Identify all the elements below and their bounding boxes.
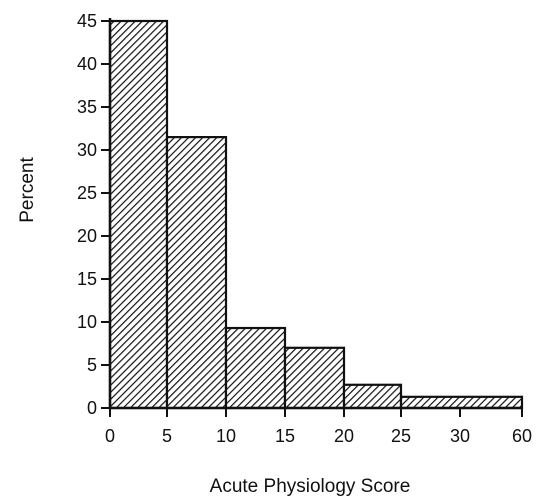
x-tick-label: 5 [162,426,172,446]
ticks-layer: 0 5 10 15 20 25 30 35 40 45 0 5 10 15 20 25 30 60 [77,11,532,446]
y-tick-label: 30 [77,140,97,160]
y-tick-label: 15 [77,269,97,289]
x-tick-label: 30 [450,426,470,446]
histogram-bar-15-20 [283,346,346,410]
histogram-bar-10-15 [224,326,287,410]
y-tick-label: 0 [87,398,97,418]
x-tick-label: 15 [275,426,295,446]
y-tick-label: 5 [87,355,97,375]
histogram-bar-0-5 [108,19,169,410]
y-tick-label: 10 [77,312,97,332]
histogram-bar-20-25 [342,383,403,410]
y-tick-label: 25 [77,183,97,203]
bars-layer [108,19,524,410]
histogram-bar-25-60 [399,395,524,410]
x-tick-label: 0 [105,426,115,446]
y-tick-label: 45 [77,11,97,31]
y-axis-title: Percent [17,157,38,223]
y-tick-label: 20 [77,226,97,246]
x-tick-label: 10 [216,426,236,446]
x-axis-title: Acute Physiology Score [210,476,411,497]
x-tick-label: 20 [334,426,354,446]
y-tick-label: 40 [77,54,97,74]
histogram-bar-5-10 [165,136,228,410]
x-tick-label: 60 [512,426,532,446]
x-tick-label: 25 [391,426,411,446]
y-tick-label: 35 [77,97,97,117]
axes-layer [108,18,523,410]
